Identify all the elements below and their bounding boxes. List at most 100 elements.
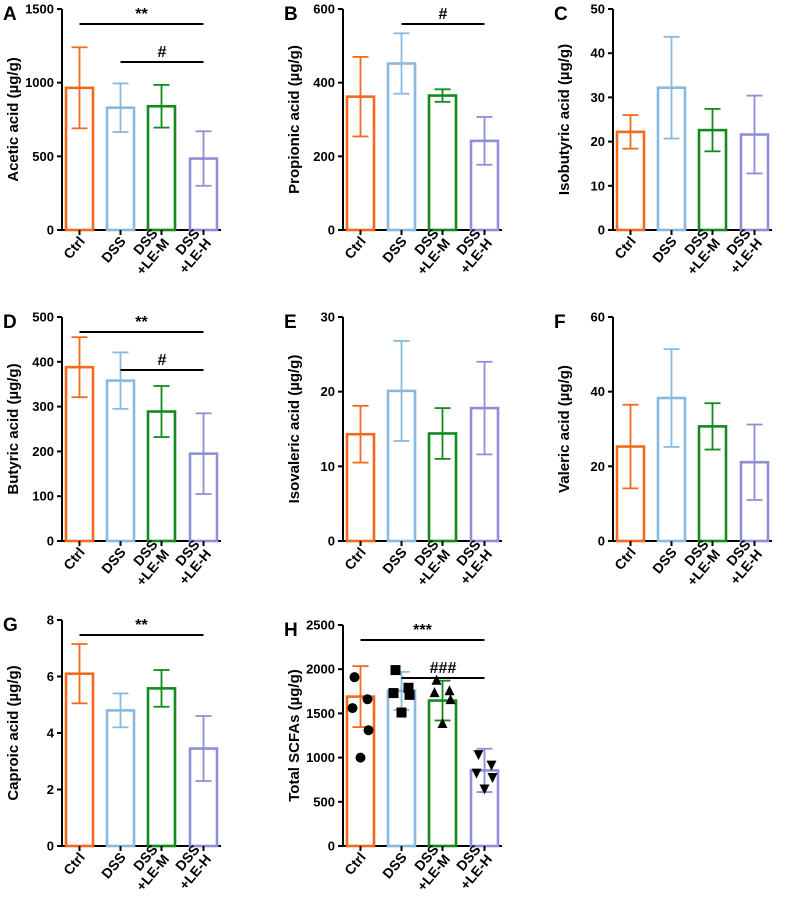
y-tick-label: 6 — [47, 669, 54, 684]
x-tick-label: DSS — [379, 544, 410, 576]
y-tick-label: 4 — [47, 726, 55, 741]
x-tick-label: DSS+LE-M — [402, 537, 453, 589]
data-point — [437, 718, 448, 729]
data-point — [429, 687, 440, 698]
x-tick-label: DSS — [98, 849, 129, 881]
panel-g: G Caproic acid (µg/g) 0 2 4 6 8 Ctrl DSS DSS+LE-M… — [3, 613, 221, 894]
y-tick-label: 10 — [591, 178, 605, 193]
bar-2 — [427, 94, 458, 232]
x-tick-label: DSS — [98, 544, 129, 576]
y-axis-label: Valeric acid (µg/g) — [556, 365, 573, 493]
significance-label: *** — [413, 622, 432, 639]
data-point — [390, 665, 401, 676]
y-tick-label: 500 — [32, 310, 54, 325]
y-axis-label: Isovaleric acid (µg/g) — [286, 355, 303, 504]
panel-letter: D — [3, 312, 17, 333]
y-tick-label: 1000 — [306, 750, 335, 765]
y-tick-label: 60 — [591, 310, 605, 325]
x-tick-label: DSS — [98, 233, 129, 265]
x-tick-label: Ctrl — [60, 849, 88, 878]
y-tick-label: 40 — [591, 46, 605, 61]
x-tick-label: Ctrl — [611, 544, 639, 573]
y-tick-label: 0 — [328, 839, 335, 854]
data-point — [388, 688, 399, 699]
panel-d: D Butyric acid (µg/g) 0 100 200 300 400 500 Ctrl… — [3, 310, 221, 589]
y-axis-label: Propionic acid (µg/g) — [286, 45, 303, 194]
significance-label: # — [158, 44, 167, 61]
x-tick-label: Ctrl — [60, 233, 88, 262]
y-tick-label: 2 — [47, 782, 54, 797]
y-tick-label: 2000 — [306, 662, 335, 677]
data-point — [486, 760, 497, 771]
y-tick-label: 0 — [47, 839, 54, 854]
x-tick-label: Ctrl — [341, 544, 369, 573]
y-tick-label: 200 — [313, 149, 335, 164]
data-point — [445, 694, 456, 705]
x-tick-label: DSS+LE-H — [164, 226, 214, 277]
y-tick-label: 1000 — [25, 75, 54, 90]
y-tick-label: 2500 — [306, 618, 335, 633]
y-tick-label: 500 — [313, 794, 335, 809]
data-point — [444, 685, 455, 696]
x-tick-label: DSS+LE-H — [164, 537, 214, 588]
x-tick-label: Ctrl — [60, 544, 88, 573]
y-tick-label: 0 — [47, 534, 54, 549]
x-tick-label: DSS — [379, 849, 410, 881]
x-tick-label: DSS+LE-H — [445, 537, 495, 588]
significance-label: ** — [135, 6, 148, 23]
y-tick-label: 0 — [47, 223, 54, 238]
data-point — [362, 694, 373, 705]
y-tick-label: 30 — [591, 90, 605, 105]
bar-2 — [146, 687, 177, 848]
panel-c: C Isobutyric acid (µg/g) 0 10 20 30 40 50 Ctrl DS… — [554, 2, 772, 278]
significance-label: ** — [135, 617, 148, 634]
y-axis-label: Acetic acid (µg/g) — [5, 57, 22, 182]
y-axis-label: Caproic acid (µg/g) — [5, 665, 22, 800]
data-point — [363, 725, 374, 736]
x-tick-label: Ctrl — [341, 233, 369, 262]
x-tick-label: DSS+LE-H — [715, 226, 765, 277]
data-point — [471, 768, 482, 779]
y-axis-label: Isobutyric acid (µg/g) — [556, 44, 573, 195]
y-axis-label: Butyric acid (µg/g) — [5, 363, 22, 494]
data-point — [396, 707, 407, 718]
y-tick-label: 1500 — [25, 2, 54, 17]
x-tick-label: DSS+LE-H — [715, 537, 765, 588]
x-tick-label: DSS+LE-M — [402, 842, 453, 894]
data-point — [431, 674, 442, 685]
y-tick-label: 100 — [32, 489, 54, 504]
y-axis-label: Total SCFAs (µg/g) — [286, 669, 303, 802]
significance-label: # — [439, 6, 448, 23]
data-point — [473, 750, 484, 761]
y-tick-label: 20 — [591, 134, 605, 149]
y-tick-label: 20 — [321, 384, 335, 399]
y-tick-label: 0 — [598, 534, 605, 549]
data-point — [404, 689, 415, 700]
data-point — [349, 672, 360, 683]
y-tick-label: 0 — [328, 534, 335, 549]
data-point — [487, 773, 498, 784]
panel-letter: G — [3, 615, 18, 636]
significance-label: ** — [135, 314, 148, 331]
significance-label: ### — [430, 660, 457, 677]
panel-letter: B — [284, 4, 298, 25]
x-tick-label: DSS — [379, 233, 410, 265]
y-tick-label: 0 — [328, 223, 335, 238]
x-tick-label: DSS+LE-M — [121, 842, 172, 894]
panel-h: H Total SCFAs (µg/g) 0 500 1000 1500 2000 2500 C… — [284, 618, 502, 894]
y-tick-label: 10 — [321, 459, 335, 474]
x-tick-label: DSS+LE-M — [121, 537, 172, 589]
x-tick-label: Ctrl — [341, 849, 369, 878]
x-tick-label: DSS+LE-H — [164, 842, 214, 893]
y-tick-label: 8 — [47, 613, 54, 628]
bar-1 — [105, 709, 136, 848]
x-tick-label: DSS — [649, 544, 680, 576]
panel-letter: E — [284, 312, 297, 333]
panel-letter: H — [284, 620, 298, 641]
x-tick-label: Ctrl — [611, 233, 639, 262]
data-point — [479, 784, 490, 795]
